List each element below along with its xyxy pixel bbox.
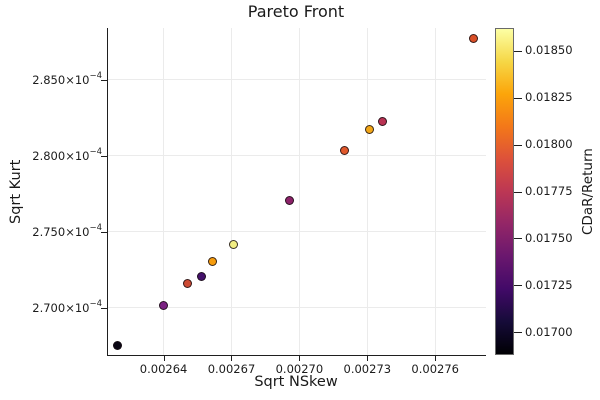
colorbar-tick-mark	[514, 332, 522, 334]
x-tick-mark	[367, 356, 369, 361]
y-tick-mark	[101, 231, 107, 233]
x-gridline	[366, 28, 368, 355]
scatter-point	[158, 301, 168, 311]
chart-title: Pareto Front	[247, 2, 345, 21]
x-gridline	[230, 28, 232, 355]
y-gridline	[108, 307, 486, 309]
y-tick-label: 2.850×10−4	[32, 70, 102, 87]
scatter-point	[364, 124, 374, 134]
x-tick-mark	[299, 356, 301, 361]
colorbar-tick-label: 0.01850	[525, 43, 573, 58]
scatter-point	[197, 272, 207, 282]
scatter-point	[468, 33, 478, 43]
y-tick-label: 2.800×10−4	[32, 146, 102, 163]
colorbar-tick-label: 0.01725	[525, 277, 573, 292]
y-tick-mark	[101, 155, 107, 157]
colorbar-tick-mark	[514, 191, 522, 193]
y-tick-label: 2.750×10−4	[32, 222, 102, 239]
colorbar-label: CDaR/Return	[580, 148, 596, 235]
colorbar-tick-label: 0.01750	[525, 230, 573, 245]
colorbar-gradient	[495, 28, 514, 355]
x-gridline	[163, 28, 165, 355]
colorbar-tick-mark	[514, 238, 522, 240]
x-tick-mark	[231, 356, 233, 361]
y-gridline	[108, 231, 486, 233]
y-tick-mark	[101, 307, 107, 309]
x-tick-label: 0.00270	[275, 362, 324, 376]
colorbar-tick-label: 0.01700	[525, 324, 573, 339]
plot-area	[107, 28, 486, 356]
colorbar-tick-mark	[514, 97, 522, 99]
scatter-point	[208, 257, 218, 267]
x-tick-mark	[435, 356, 437, 361]
colorbar-tick-mark	[514, 50, 522, 52]
colorbar-tick-mark	[514, 144, 522, 146]
x-tick-label: 0.00264	[139, 362, 188, 376]
scatter-point	[285, 196, 295, 206]
x-tick-label: 0.00276	[411, 362, 459, 376]
x-gridline	[298, 28, 300, 355]
scatter-point	[113, 340, 123, 350]
colorbar-tick-mark	[514, 285, 522, 287]
y-tick-mark	[101, 79, 107, 81]
colorbar-tick-label: 0.01775	[525, 184, 573, 198]
x-axis-label: Sqrt NSkew	[254, 374, 338, 390]
scatter-point	[378, 117, 388, 127]
scatter-point	[228, 240, 238, 250]
y-tick-label: 2.700×10−4	[32, 298, 102, 315]
x-tick-label: 0.00267	[207, 362, 256, 376]
scatter-point	[183, 278, 193, 288]
x-tick-mark	[163, 356, 165, 361]
x-gridline	[434, 28, 436, 355]
scatter-point	[339, 146, 349, 156]
colorbar-tick-label: 0.01825	[525, 90, 573, 105]
x-tick-label: 0.00273	[343, 362, 392, 376]
y-gridline	[108, 79, 486, 81]
colorbar-tick-label: 0.01800	[525, 137, 573, 152]
y-gridline	[108, 155, 486, 157]
